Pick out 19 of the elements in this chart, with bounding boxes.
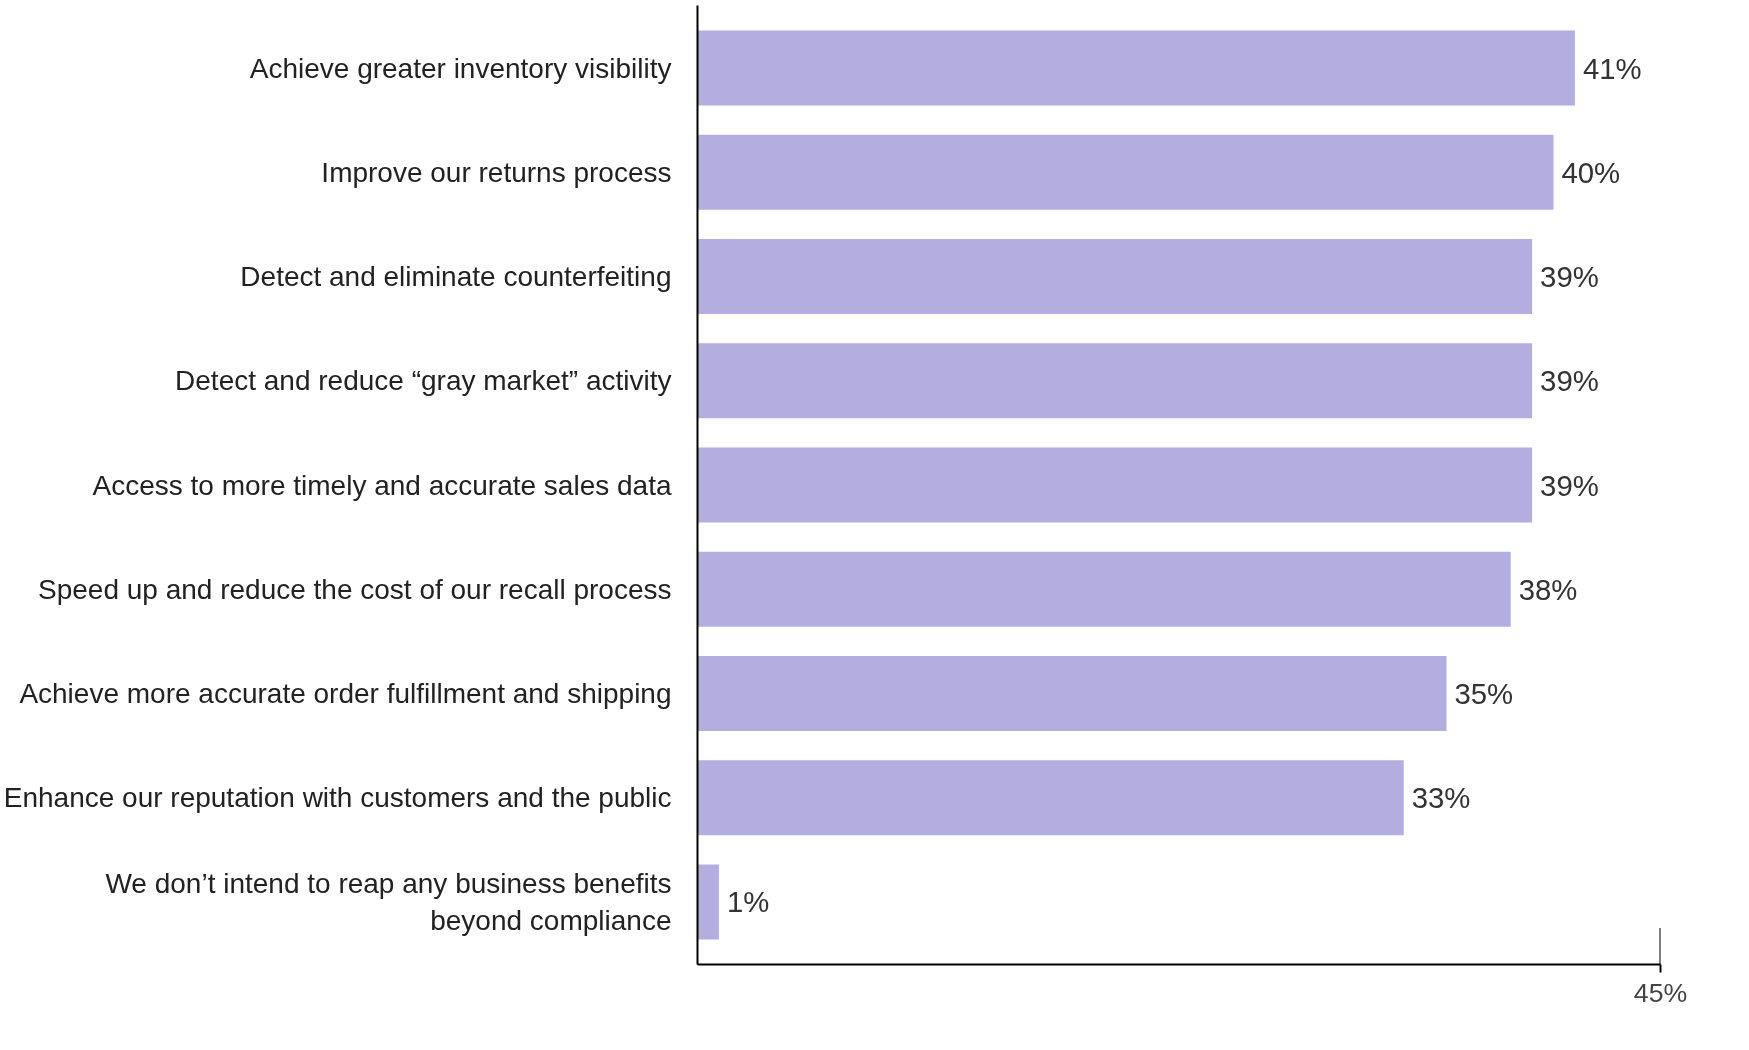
data-label: 40%: [1561, 155, 1621, 189]
data-label: 39%: [1540, 468, 1599, 502]
y-tick-label: Speed up and reduce the cost of our recall process: [38, 573, 672, 605]
y-tick-label: Detect and reduce “gray market” activity: [175, 365, 672, 397]
y-tick-label: Achieve greater inventory visibility: [249, 52, 672, 84]
y-tick-label: Access to more timely and accurate sales data: [92, 469, 672, 501]
y-tick-label: Enhance our reputation with customers and the public: [3, 782, 672, 814]
data-label: 39%: [1540, 364, 1599, 398]
y-tick-label: Achieve more accurate order fulfillment and shipping: [19, 677, 672, 709]
data-label: 35%: [1454, 676, 1514, 710]
data-label: 1%: [726, 885, 770, 919]
x-tick-label: 45%: [1633, 977, 1688, 1008]
data-label: 41%: [1582, 51, 1642, 85]
y-tick-label: Detect and eliminate counterfeiting: [240, 261, 672, 293]
data-label: 39%: [1540, 260, 1599, 294]
y-tick-label: We don’t intend to reap any business benefits beyond compliance: [105, 867, 672, 937]
data-label: 38%: [1518, 572, 1578, 606]
data-label: 33%: [1411, 781, 1471, 815]
y-tick-label: Improve our returns process: [321, 156, 672, 188]
